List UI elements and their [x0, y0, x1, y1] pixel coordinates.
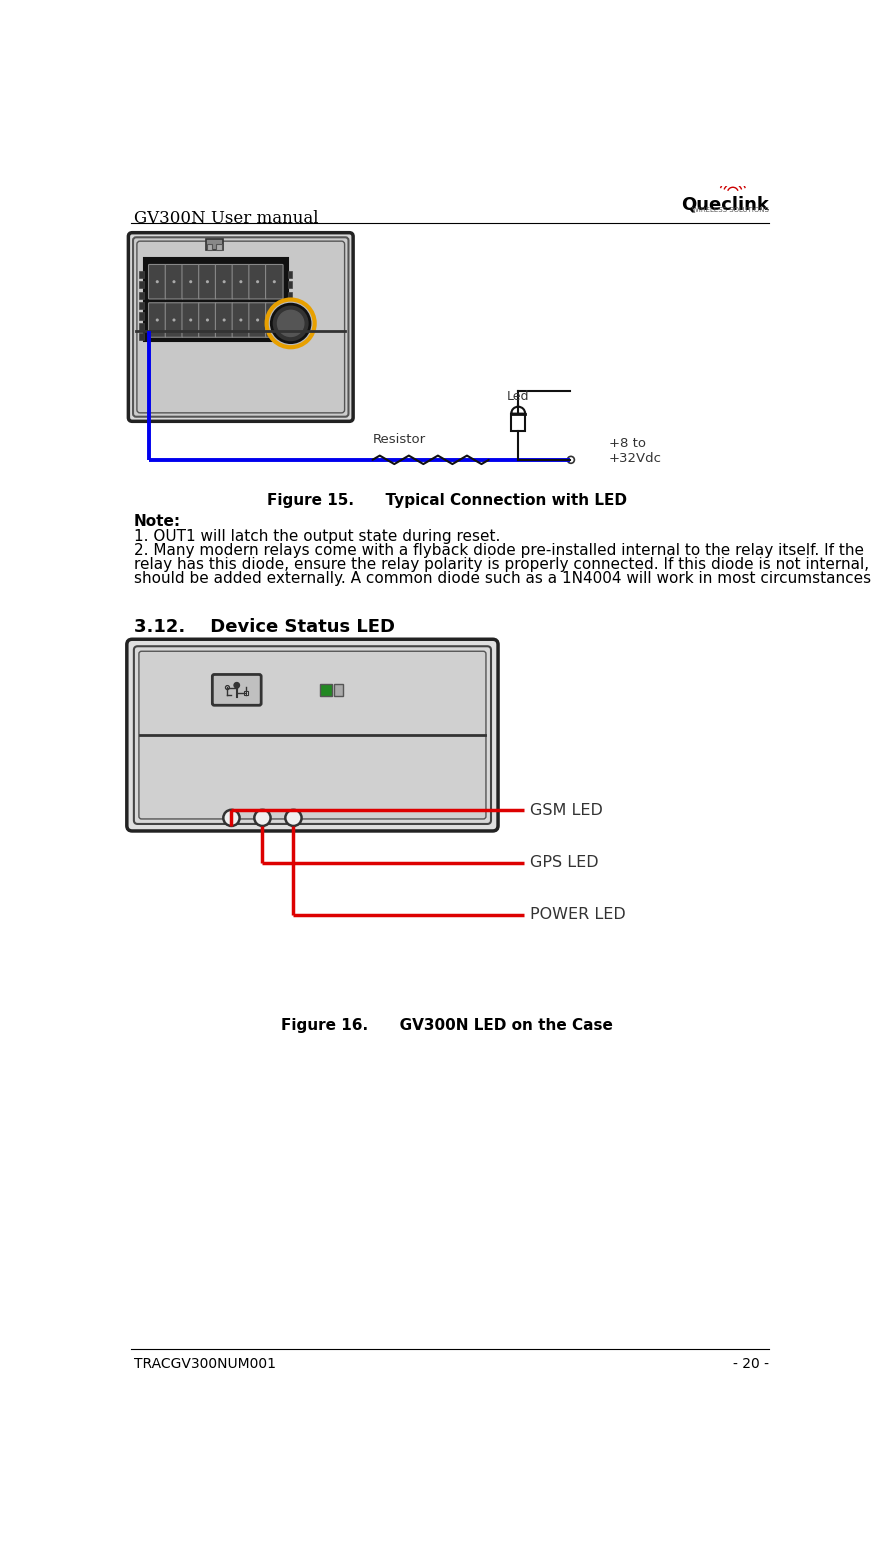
Bar: [289, 323, 292, 329]
Text: Led: Led: [507, 390, 529, 402]
Bar: [289, 333, 292, 340]
Text: 2. Many modern relays come with a flyback diode pre-installed internal to the re: 2. Many modern relays come with a flybac…: [133, 542, 864, 558]
Circle shape: [239, 319, 242, 322]
Text: Resistor: Resistor: [373, 434, 426, 446]
Bar: [140, 292, 144, 298]
FancyBboxPatch shape: [249, 264, 266, 298]
Circle shape: [273, 280, 276, 283]
Circle shape: [173, 319, 175, 322]
Bar: [334, 684, 343, 696]
FancyBboxPatch shape: [213, 674, 262, 706]
Text: Note:: Note:: [133, 514, 181, 530]
Text: POWER LED: POWER LED: [530, 908, 625, 923]
Circle shape: [189, 319, 192, 322]
Circle shape: [173, 280, 175, 283]
Text: Figure 16.      GV300N LED on the Case: Figure 16. GV300N LED on the Case: [281, 1018, 613, 1033]
Bar: [289, 312, 292, 320]
FancyBboxPatch shape: [232, 264, 249, 298]
Circle shape: [206, 319, 209, 322]
FancyBboxPatch shape: [137, 241, 344, 413]
Text: +8 to
+32Vdc: +8 to +32Vdc: [609, 437, 662, 465]
FancyBboxPatch shape: [232, 303, 249, 337]
Bar: [511, 413, 525, 430]
FancyBboxPatch shape: [199, 303, 216, 337]
Text: Figure 15.      Typical Connection with LED: Figure 15. Typical Connection with LED: [267, 493, 627, 508]
Bar: [244, 690, 249, 695]
FancyBboxPatch shape: [133, 238, 349, 416]
Bar: [207, 244, 213, 250]
Circle shape: [156, 319, 159, 322]
Text: 3.12.    Device Status LED: 3.12. Device Status LED: [133, 617, 395, 636]
FancyBboxPatch shape: [266, 264, 283, 298]
Bar: [216, 244, 221, 250]
Circle shape: [189, 280, 192, 283]
Circle shape: [234, 682, 240, 688]
FancyBboxPatch shape: [134, 646, 491, 824]
FancyBboxPatch shape: [166, 264, 183, 298]
Circle shape: [222, 280, 226, 283]
Bar: [140, 270, 144, 278]
Bar: [289, 292, 292, 298]
FancyBboxPatch shape: [148, 303, 166, 337]
Circle shape: [156, 280, 159, 283]
Text: 1. OUT1 will latch the output state during reset.: 1. OUT1 will latch the output state duri…: [133, 528, 501, 544]
Circle shape: [277, 311, 303, 337]
Circle shape: [226, 685, 229, 690]
FancyBboxPatch shape: [215, 303, 233, 337]
FancyBboxPatch shape: [182, 264, 200, 298]
Bar: [206, 239, 223, 250]
Bar: [320, 684, 332, 696]
Circle shape: [206, 280, 209, 283]
FancyBboxPatch shape: [128, 233, 353, 421]
FancyBboxPatch shape: [215, 264, 233, 298]
Text: relay has this diode, ensure the relay polarity is properly connected. If this d: relay has this diode, ensure the relay p…: [133, 556, 872, 572]
Wedge shape: [511, 407, 525, 413]
Bar: [289, 270, 292, 278]
Text: - 20 -: - 20 -: [733, 1357, 769, 1371]
Circle shape: [222, 319, 226, 322]
Bar: [289, 281, 292, 289]
Text: WIRELESS SOLUTIONS: WIRELESS SOLUTIONS: [692, 207, 769, 213]
Bar: [289, 301, 292, 309]
Bar: [140, 312, 144, 320]
Circle shape: [256, 280, 259, 283]
FancyBboxPatch shape: [166, 303, 183, 337]
Circle shape: [267, 300, 315, 347]
FancyBboxPatch shape: [266, 303, 283, 337]
Bar: [140, 281, 144, 289]
Text: GV300N User manual: GV300N User manual: [133, 210, 318, 227]
Circle shape: [271, 305, 310, 342]
FancyBboxPatch shape: [139, 651, 486, 819]
Text: TRACGV300NUM001: TRACGV300NUM001: [133, 1357, 276, 1371]
Circle shape: [255, 810, 270, 827]
Circle shape: [568, 457, 575, 463]
Text: Queclink: Queclink: [681, 196, 769, 214]
Text: should be added externally. A common diode such as a 1N4004 will work in most ci: should be added externally. A common dio…: [133, 570, 872, 586]
FancyBboxPatch shape: [249, 303, 266, 337]
Text: GPS LED: GPS LED: [530, 855, 598, 870]
Circle shape: [223, 810, 240, 827]
Circle shape: [285, 810, 302, 827]
Circle shape: [239, 280, 242, 283]
Circle shape: [256, 319, 259, 322]
Bar: [144, 258, 289, 342]
Text: GSM LED: GSM LED: [530, 803, 603, 817]
FancyBboxPatch shape: [126, 639, 498, 831]
Bar: [140, 301, 144, 309]
Bar: [140, 323, 144, 329]
FancyBboxPatch shape: [182, 303, 200, 337]
Circle shape: [273, 319, 276, 322]
FancyBboxPatch shape: [148, 264, 166, 298]
FancyBboxPatch shape: [199, 264, 216, 298]
Bar: [140, 333, 144, 340]
